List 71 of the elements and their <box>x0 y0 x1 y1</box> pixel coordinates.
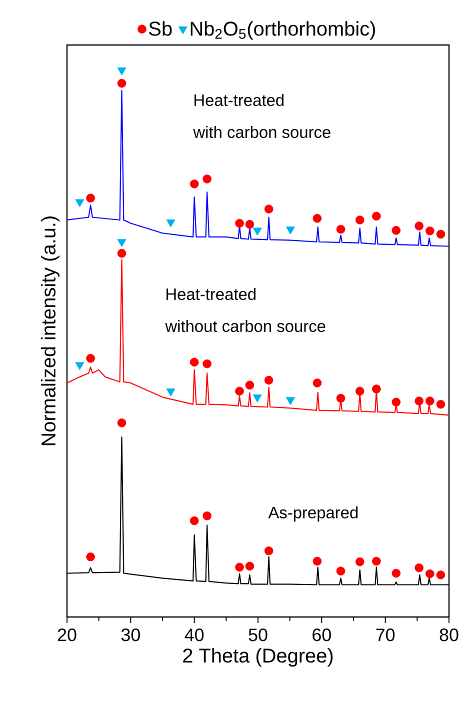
point <box>426 396 434 406</box>
x-tick-label: 20 <box>58 628 76 642</box>
point <box>392 398 401 406</box>
point <box>414 563 424 572</box>
point <box>190 358 199 367</box>
point <box>436 570 446 580</box>
point <box>355 216 364 224</box>
point <box>355 557 364 566</box>
point <box>414 222 424 230</box>
point <box>414 396 424 406</box>
point <box>117 248 126 258</box>
point <box>202 359 212 368</box>
x-tick-label: 70 <box>376 628 395 642</box>
point <box>436 230 446 239</box>
point <box>117 67 126 76</box>
point <box>372 212 381 221</box>
point <box>235 218 244 228</box>
x-tick-label: 40 <box>184 628 204 642</box>
x-tick-label: 80 <box>440 628 458 642</box>
x-tick-label: 30 <box>121 628 140 642</box>
point <box>202 511 212 520</box>
legend-label: Nb$_{2}$O$_{5}$(orthorhombic) <box>190 21 375 40</box>
point <box>235 562 244 572</box>
point <box>264 546 274 556</box>
point <box>264 204 274 214</box>
annotation: with carbon source <box>193 126 330 138</box>
point <box>286 226 295 234</box>
point <box>202 174 212 184</box>
point <box>86 552 95 562</box>
point <box>336 566 346 576</box>
point <box>312 378 322 388</box>
point <box>86 194 95 203</box>
point <box>286 397 295 406</box>
annotation: without carbon source <box>165 320 326 332</box>
point <box>372 556 381 566</box>
point <box>75 199 84 208</box>
point <box>117 418 126 428</box>
point <box>245 220 254 229</box>
point <box>190 516 199 526</box>
point <box>436 400 446 409</box>
point <box>264 376 274 385</box>
point <box>336 224 346 234</box>
point <box>312 214 322 223</box>
point <box>426 569 434 578</box>
point <box>166 388 176 396</box>
point <box>245 562 254 571</box>
point <box>166 219 176 228</box>
point <box>392 226 401 235</box>
point <box>117 239 126 248</box>
point <box>372 384 381 394</box>
point <box>312 556 322 566</box>
point <box>86 354 95 363</box>
point <box>392 568 401 578</box>
point <box>117 78 126 88</box>
point <box>252 228 262 236</box>
point <box>235 386 244 396</box>
point <box>75 362 84 370</box>
point <box>355 386 364 396</box>
point <box>252 394 262 402</box>
point <box>426 226 434 236</box>
annotation: As-prepared <box>268 506 358 522</box>
annotation: Heat-treated <box>166 288 256 300</box>
point <box>245 380 254 390</box>
annotation: Heat-treated <box>194 94 284 106</box>
point <box>336 394 346 403</box>
x-axis-title: 2 Theta (Degree) <box>183 648 333 667</box>
legend-label: Sb <box>149 21 172 36</box>
y-axis-title: Normalized intensity (a.u.) <box>40 216 60 446</box>
point <box>190 179 199 188</box>
x-tick-label: 60 <box>312 628 331 642</box>
x-tick-label: 50 <box>248 628 268 642</box>
